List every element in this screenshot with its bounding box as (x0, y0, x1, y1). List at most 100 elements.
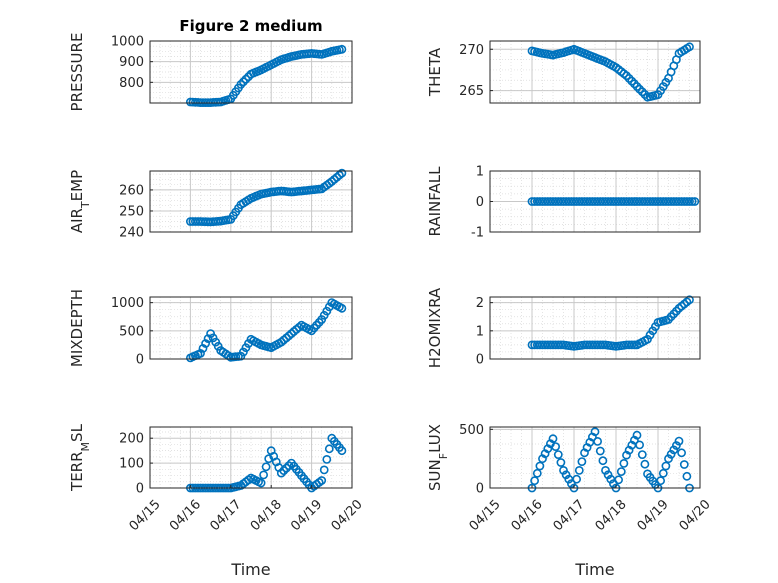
data-point (530, 476, 539, 486)
data-point (687, 197, 697, 206)
data-point (590, 427, 600, 437)
y-axis-label: H2OMIXRA (426, 287, 444, 368)
y-tick-label: 240 (119, 226, 144, 241)
data-point (201, 339, 210, 348)
subplot-5: 0 500 1000 MIXDEPTH (68, 289, 353, 368)
data-point (627, 340, 637, 350)
data-point (548, 434, 558, 444)
data-point (577, 457, 587, 466)
data-point (327, 177, 337, 186)
data-point (264, 454, 274, 464)
data-point (289, 327, 299, 336)
data-point (559, 465, 568, 475)
x-tick-label: 04/20 (329, 497, 366, 534)
data-point (616, 467, 626, 476)
data-point (685, 295, 694, 305)
data-point (682, 471, 692, 481)
y-axis-label: TERRMSL (68, 423, 92, 492)
subplot-7: 0 100 200 TERRMSL 04/15 04/16 04/17 04/18 04/19 0… (68, 423, 366, 579)
subplot-2: 265 270 THETA (426, 40, 701, 104)
data-point (624, 74, 634, 83)
subplot-8: 0 500 SUNFLUX 04/15 04/16 04/17 04/18 04/19 04/2… (426, 423, 714, 579)
y-tick-label: 1 (476, 165, 484, 180)
y-tick-label: 270 (459, 43, 484, 58)
x-tick-label: 04/20 (677, 497, 714, 534)
data-point (685, 197, 694, 206)
y-axis-label: RAINFALL (426, 166, 444, 237)
axes-box (149, 170, 353, 233)
y-tick-label: 200 (119, 432, 144, 447)
y-tick-label: 0 (476, 482, 484, 497)
y-tick-label: 250 (119, 204, 144, 219)
data-point (259, 470, 268, 480)
x-tick-label: 04/19 (635, 497, 672, 534)
data-point (614, 475, 623, 485)
y-tick-label: -1 (471, 226, 484, 241)
data-point (203, 334, 213, 343)
data-point (261, 462, 271, 472)
y-tick-label: 800 (119, 76, 144, 91)
subplot-6: 0 1 2 H2OMIXRA (426, 287, 701, 368)
data-point (551, 442, 560, 451)
data-point (324, 444, 334, 454)
data-point (276, 337, 286, 347)
y-tick-label: 1 (476, 324, 484, 339)
x-tick-label: 04/17 (551, 497, 588, 534)
data-point (656, 476, 665, 486)
y-tick-label: 500 (459, 423, 484, 438)
y-tick-label: 900 (119, 55, 144, 70)
data-point (666, 449, 676, 459)
data-point (284, 331, 294, 341)
data-point (630, 340, 639, 350)
data-point (672, 441, 681, 450)
data-point (532, 468, 542, 478)
y-tick-label: 265 (459, 84, 484, 99)
axes-box (149, 40, 353, 104)
data-point (619, 458, 629, 468)
data-point (640, 459, 650, 469)
data-point (337, 168, 347, 178)
axes-box (149, 296, 353, 360)
data-point (337, 446, 347, 456)
data-point (567, 479, 576, 488)
data-point (286, 329, 296, 338)
y-tick-label: 1000 (111, 296, 144, 311)
axes-box (489, 296, 701, 360)
data-point (322, 454, 332, 464)
data-point (690, 197, 700, 206)
data-point (284, 461, 294, 470)
y-tick-label: 0 (136, 353, 144, 368)
subplot-4: -1 0 1 RAINFALL (426, 165, 701, 241)
chart-title: Figure 2 medium (179, 17, 322, 35)
subplot-3: 240 250 260 AIRTEMP (68, 168, 353, 241)
x-tick-label: 04/18 (248, 497, 285, 534)
data-point (658, 468, 668, 478)
data-point (561, 470, 571, 480)
data-point (279, 466, 289, 475)
data-point (572, 474, 581, 484)
x-tick-label: 04/18 (593, 497, 630, 534)
x-tick-label: 04/15 (127, 497, 164, 534)
data-point (334, 170, 344, 180)
x-tick-label: 04/15 (467, 497, 504, 534)
data-point (664, 454, 673, 464)
data-point (206, 329, 215, 338)
y-tick-label: 0 (476, 195, 484, 210)
y-tick-label: 100 (119, 457, 144, 472)
data-point (337, 44, 347, 54)
y-tick-label: 0 (476, 353, 484, 368)
data-point (241, 74, 251, 84)
subplot-1: 800 900 1000 PRESSURE Figure 2 medium (68, 17, 353, 111)
data-point (669, 445, 679, 455)
x-tick-label: 04/17 (207, 497, 244, 534)
y-tick-label: 260 (119, 183, 144, 198)
data-point (238, 347, 248, 357)
data-point (598, 456, 608, 466)
data-point (593, 436, 602, 446)
data-point (603, 470, 613, 480)
data-point (595, 446, 605, 456)
data-point (635, 440, 644, 450)
data-point (679, 460, 689, 469)
data-point (196, 348, 205, 358)
